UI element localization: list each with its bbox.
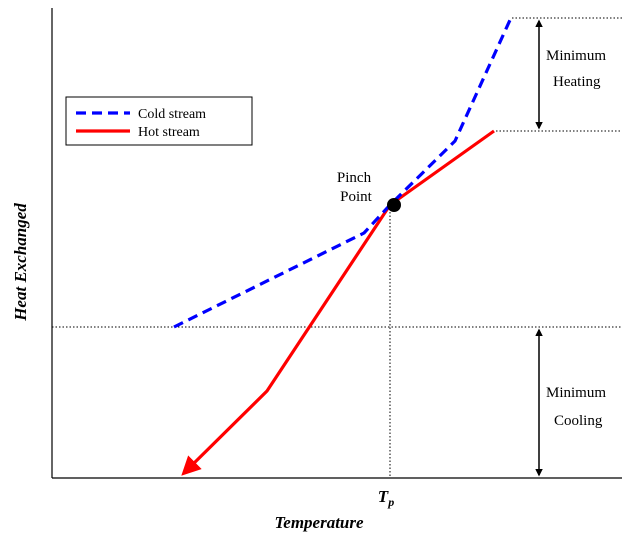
- min-heating-label-line2: Heating: [553, 74, 601, 90]
- min-cooling-label-line2: Cooling: [554, 413, 603, 429]
- legend: Cold stream Hot stream: [65, 96, 253, 146]
- legend-hot-label: Hot stream: [138, 125, 200, 140]
- min-cooling-label-line1: Minimum: [546, 385, 606, 401]
- pinch-label-line1: Pinch: [337, 170, 372, 186]
- pinch-point-marker: [387, 198, 401, 212]
- hot-stream-line: [181, 129, 495, 476]
- pinch-tick-sub: p: [387, 495, 394, 509]
- cold-stream-line: [173, 19, 512, 329]
- pinch-temperature-tick: Tp: [378, 487, 394, 509]
- min-heating-label-line1: Minimum: [546, 48, 606, 64]
- pinch-label-line2: Point: [340, 189, 373, 205]
- x-axis-title: Temperature: [274, 513, 364, 532]
- pinch-tick-base: T: [378, 487, 389, 506]
- y-axis-title: Heat Exchanged: [11, 203, 30, 322]
- legend-cold-label: Cold stream: [138, 107, 206, 122]
- legend-box: [65, 96, 253, 146]
